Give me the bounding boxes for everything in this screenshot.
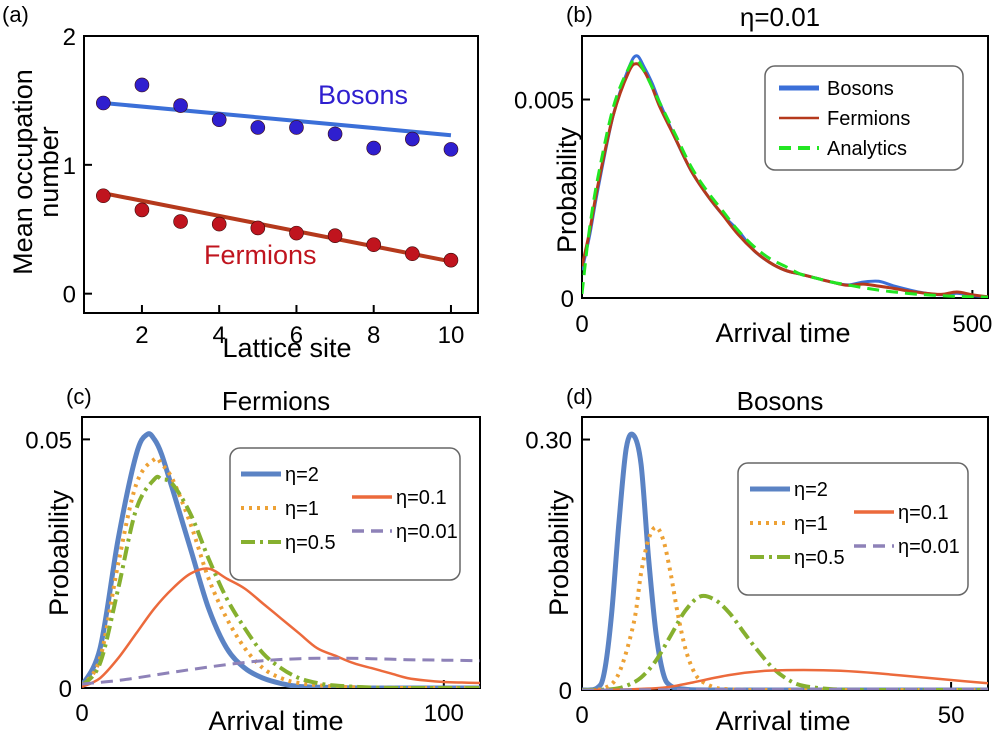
series-line — [582, 58, 988, 298]
legend-label: η=2 — [285, 464, 319, 486]
legend-box — [229, 447, 461, 581]
panel-label: (c) — [66, 384, 92, 409]
bosons-point — [96, 95, 111, 111]
y-tick-label: 0.05 — [25, 427, 72, 454]
series-line — [582, 593, 988, 690]
bosons-label: Bosons — [318, 80, 408, 110]
x-axis-label: Arrival time — [208, 706, 343, 733]
legend-label: η=1 — [794, 513, 828, 535]
legend-label: Fermions — [827, 108, 910, 130]
panel-label: (d) — [566, 384, 593, 409]
panel-d: (d) Bosons 0 50 0 0.30 Arrival time Probabili… — [525, 384, 989, 733]
panel-label: (a) — [2, 2, 29, 27]
legend-label: η=0.01 — [898, 536, 960, 558]
panel-label: (b) — [566, 2, 593, 27]
legend-label: Bosons — [827, 78, 894, 100]
bosons-point — [327, 126, 343, 142]
legend-label: η=0.1 — [396, 487, 447, 509]
legend-label: η=2 — [794, 479, 828, 501]
x-tick-label: 0 — [75, 700, 88, 727]
plot-frame — [81, 416, 481, 689]
fermions-point — [134, 202, 150, 218]
fermions-point — [366, 237, 382, 253]
bosons-point — [443, 142, 459, 157]
x-axis-label: Arrival time — [715, 706, 850, 733]
plot-area — [82, 431, 480, 688]
series-line — [582, 62, 988, 298]
y-tick-label: 2 — [63, 24, 76, 51]
fermions-point — [327, 228, 343, 243]
x-tick-label: 4 — [213, 322, 226, 349]
y-tick-label: 1 — [63, 153, 76, 180]
y-axis-label: Probability — [552, 126, 582, 253]
y-tick-label: 0 — [63, 282, 76, 309]
y-axis-label: Probability — [544, 489, 574, 616]
fermions-point — [289, 225, 304, 241]
legend-label: η=1 — [285, 498, 319, 520]
series-line — [82, 567, 480, 688]
legend-label: η=0.1 — [898, 502, 949, 524]
legend-label: η=0.5 — [794, 547, 845, 569]
y-tick-label: 0 — [59, 676, 72, 703]
bosons-point — [250, 120, 266, 135]
bosons-fit-line — [103, 101, 452, 138]
panel-a: (a) 2 4 6 8 10 0 1 2 Lattice site Mean occupation… — [2, 2, 479, 363]
y-axis-label: Probability — [44, 489, 74, 616]
x-tick-label: 0 — [575, 311, 588, 338]
plot-frame — [83, 35, 479, 314]
fermions-point — [405, 246, 420, 262]
x-tick-label: 2 — [135, 322, 148, 349]
x-tick-label: 50 — [938, 702, 965, 729]
plot-area — [96, 77, 459, 268]
legend-label: η=0.01 — [396, 521, 458, 543]
panel-c: (c) Fermions 0 100 0 0.05 Arrival time Probab… — [25, 384, 481, 733]
bosons-point — [405, 131, 420, 147]
fermions-point — [211, 216, 227, 232]
fermions-point — [443, 252, 459, 268]
x-tick-label: 0 — [575, 702, 588, 729]
x-tick-label: 6 — [290, 322, 303, 349]
chart-title: η=0.01 — [740, 2, 820, 32]
series-line — [582, 668, 988, 690]
legend-box — [764, 65, 964, 171]
x-axis-label: Arrival time — [715, 318, 850, 348]
y-tick-label: 0 — [559, 678, 572, 705]
series-line — [82, 656, 480, 686]
y-axis-label: Mean occupation — [8, 69, 38, 275]
bosons-point — [366, 140, 382, 156]
bosons-point — [211, 112, 227, 128]
plot-area — [582, 54, 988, 298]
fermions-fit-line — [102, 191, 452, 264]
legend-label: Analytics — [827, 138, 907, 160]
legend-label: η=0.5 — [285, 532, 336, 554]
x-axis-label: Lattice site — [222, 333, 351, 363]
fermions-point — [96, 188, 111, 204]
fermions-label: Fermions — [204, 240, 317, 270]
x-tick-label: 10 — [438, 322, 465, 349]
series-line — [82, 474, 480, 688]
x-tick-label: 500 — [952, 311, 992, 338]
bosons-point — [134, 77, 150, 93]
fermions-point — [250, 220, 266, 236]
x-tick-label: 100 — [424, 700, 464, 727]
bosons-point — [289, 120, 304, 135]
bosons-point — [173, 98, 188, 113]
y-tick-label: 0 — [561, 286, 574, 313]
y-tick-label: 0.005 — [514, 88, 574, 115]
chart-title: Fermions — [222, 386, 330, 416]
fermions-point — [173, 214, 188, 229]
series-line — [582, 431, 988, 690]
plot-frame — [581, 35, 989, 299]
legend-box — [737, 462, 969, 596]
panel-b: (b) η=0.01 0 500 0 0.005 Arrival time Probabi… — [514, 2, 992, 348]
x-tick-label: 8 — [367, 322, 380, 349]
y-tick-label: 0.30 — [525, 428, 572, 455]
series-line — [582, 687, 988, 690]
y-axis-label: number — [34, 126, 64, 218]
plot-area — [582, 431, 988, 690]
series-line — [582, 525, 988, 690]
chart-title: Bosons — [737, 386, 824, 416]
